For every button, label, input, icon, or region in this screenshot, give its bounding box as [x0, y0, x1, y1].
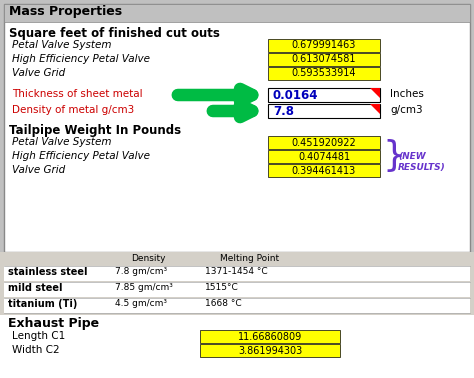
Bar: [200, 344, 340, 357]
Text: mild steel: mild steel: [8, 283, 63, 293]
Text: 1371-1454 °C: 1371-1454 °C: [205, 267, 268, 276]
Text: 1515°C: 1515°C: [205, 283, 239, 292]
Bar: [4, 282, 470, 297]
Text: Thickness of sheet metal: Thickness of sheet metal: [12, 89, 143, 99]
Text: Valve Grid: Valve Grid: [12, 68, 65, 78]
Text: titanium (Ti): titanium (Ti): [8, 299, 77, 309]
Text: Petal Valve System: Petal Valve System: [12, 40, 111, 50]
Text: 0.0164: 0.0164: [273, 89, 319, 102]
Bar: [268, 53, 380, 66]
Text: 0.613074581: 0.613074581: [292, 54, 356, 65]
Text: 4.5 gm/cm³: 4.5 gm/cm³: [115, 299, 167, 308]
Text: High Efficiency Petal Valve: High Efficiency Petal Valve: [12, 54, 150, 64]
Text: Melting Point: Melting Point: [220, 254, 280, 263]
Bar: [4, 266, 470, 281]
Text: 3.861994303: 3.861994303: [238, 345, 302, 355]
Bar: [4, 298, 470, 313]
Text: Valve Grid: Valve Grid: [12, 165, 65, 175]
Text: Length C1: Length C1: [12, 331, 65, 341]
Text: High Efficiency Petal Valve: High Efficiency Petal Valve: [12, 151, 150, 161]
Text: 0.451920922: 0.451920922: [292, 138, 356, 147]
Text: 7.8 gm/cm³: 7.8 gm/cm³: [115, 267, 167, 276]
Bar: [268, 39, 380, 52]
Bar: [0, 252, 474, 378]
Polygon shape: [370, 88, 380, 98]
Bar: [4, 4, 470, 252]
Bar: [268, 88, 380, 102]
Text: (NEW
RESULTS): (NEW RESULTS): [398, 152, 446, 172]
Text: Petal Valve System: Petal Valve System: [12, 137, 111, 147]
Bar: [268, 136, 380, 149]
Text: 7.85 gm/cm³: 7.85 gm/cm³: [115, 283, 173, 292]
Text: Inches: Inches: [390, 89, 424, 99]
Text: 11.66860809: 11.66860809: [238, 332, 302, 341]
Text: Density of metal g/cm3: Density of metal g/cm3: [12, 105, 134, 115]
Text: Mass Properties: Mass Properties: [9, 5, 122, 18]
Text: Square feet of finished cut outs: Square feet of finished cut outs: [9, 27, 220, 40]
Bar: [4, 4, 470, 22]
Text: 1668 °C: 1668 °C: [205, 299, 242, 308]
Bar: [268, 150, 380, 163]
Text: Width C2: Width C2: [12, 345, 60, 355]
Text: Density: Density: [131, 254, 165, 263]
Polygon shape: [370, 104, 380, 114]
Text: 0.593533914: 0.593533914: [292, 68, 356, 79]
Bar: [0, 315, 474, 378]
Text: Exhaust Pipe: Exhaust Pipe: [8, 317, 99, 330]
Text: 0.394461413: 0.394461413: [292, 166, 356, 175]
Text: 0.679991463: 0.679991463: [292, 40, 356, 51]
Bar: [268, 164, 380, 177]
Bar: [268, 67, 380, 80]
Bar: [268, 104, 380, 118]
Text: 7.8: 7.8: [273, 105, 294, 118]
Text: g/cm3: g/cm3: [390, 105, 423, 115]
Text: Tailpipe Weight In Pounds: Tailpipe Weight In Pounds: [9, 124, 181, 137]
Text: 0.4074481: 0.4074481: [298, 152, 350, 161]
Bar: [200, 330, 340, 343]
Text: stainless steel: stainless steel: [8, 267, 88, 277]
Text: }: }: [382, 139, 405, 174]
